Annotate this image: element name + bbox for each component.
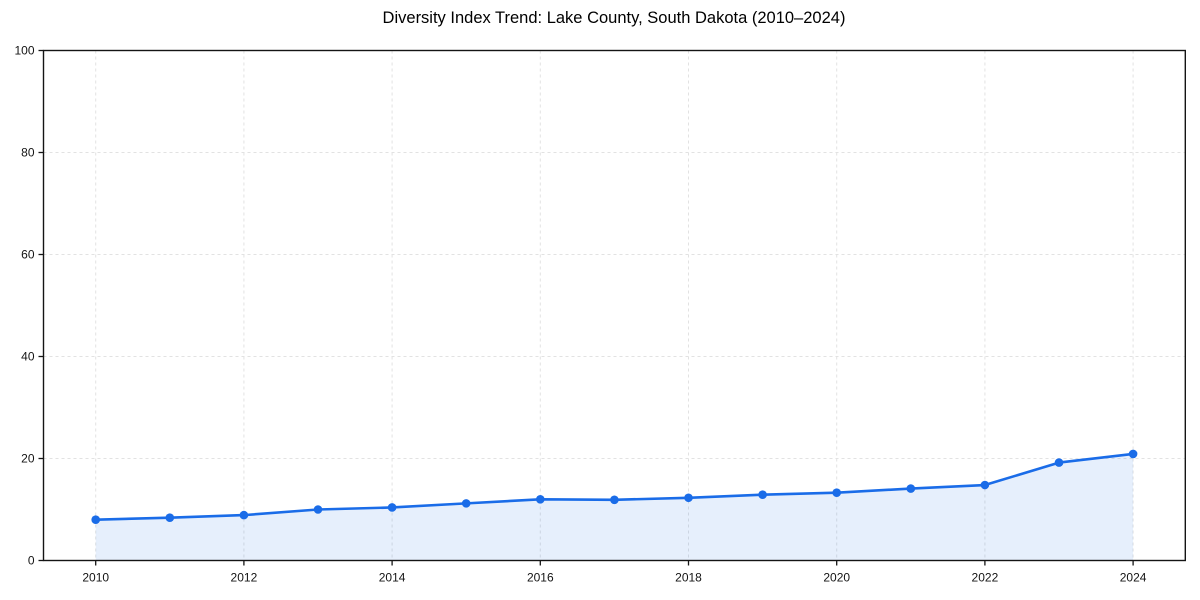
chart-title: Diversity Index Trend: Lake County, Sout… [382,9,846,27]
data-point [239,510,249,520]
data-point [906,484,916,493]
x-tick-label: 2020 [823,571,850,585]
data-point [536,495,545,504]
data-point [980,480,990,490]
x-tick-label: 2014 [379,571,406,585]
data-point [91,515,100,524]
y-tick-label: 0 [28,554,35,568]
data-point [165,513,175,522]
y-tick-label: 20 [21,452,35,466]
data-point [1054,458,1064,467]
x-tick-label: 2012 [231,571,258,585]
x-tick-label: 2018 [675,571,702,585]
y-tick-label: 40 [21,350,35,364]
data-point [313,505,323,514]
data-point [461,499,471,508]
y-tick-label: 60 [21,248,35,262]
data-point [758,490,767,500]
data-point [684,493,693,503]
plot-border [42,49,1187,562]
data-point [387,503,397,512]
x-tick-label: 2016 [527,571,554,585]
data-point [832,488,841,497]
y-tick-label: 80 [21,146,35,160]
x-tick-label: 2010 [82,571,109,585]
series-area-fill [95,453,1134,561]
data-point [610,495,619,505]
y-tick-label: 100 [14,44,34,58]
data-point [1128,449,1138,459]
x-tick-label: 2022 [972,571,999,585]
x-tick-label: 2024 [1120,571,1147,585]
